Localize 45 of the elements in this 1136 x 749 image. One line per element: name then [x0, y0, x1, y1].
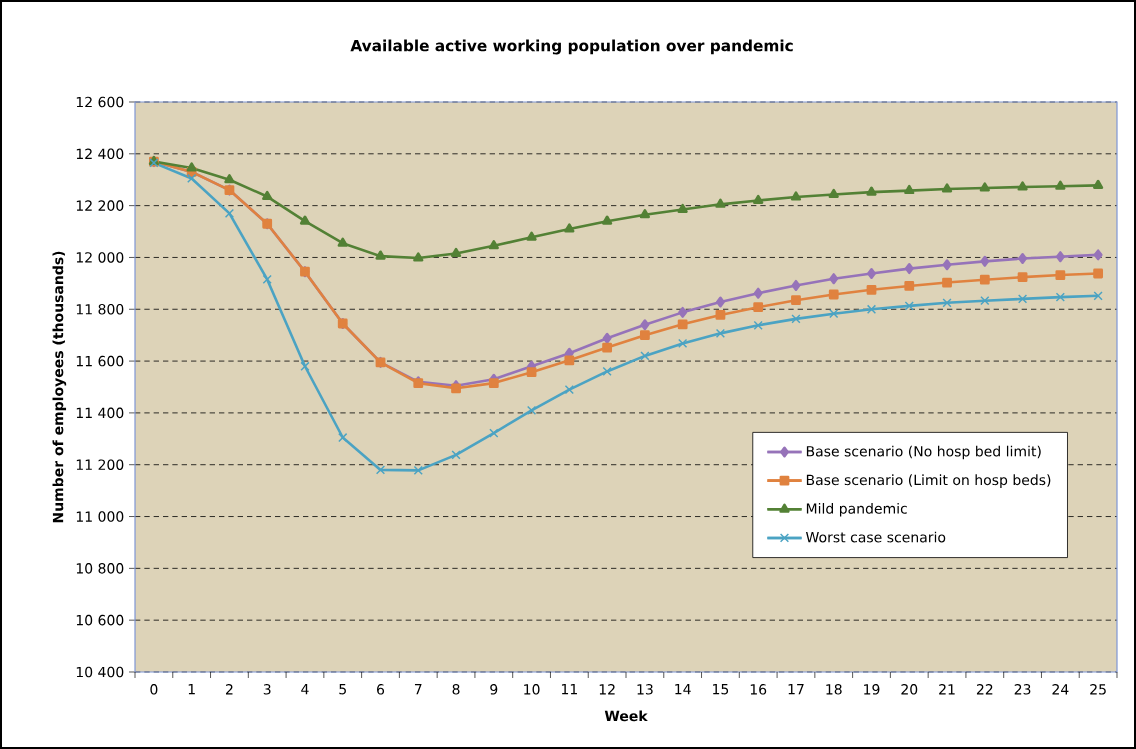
x-tick-label: 3: [263, 684, 271, 695]
x-axis-title: Week: [604, 710, 648, 722]
y-tick-label: 11 200: [76, 459, 124, 470]
y-tick-label: 11 000: [76, 511, 124, 522]
x-tick-label: 7: [414, 684, 422, 695]
chart-title: Available active working population over pandemic: [350, 39, 793, 55]
x-tick-label: 22: [976, 684, 993, 695]
x-tick-label: 0: [150, 684, 158, 695]
x-tick-label: 16: [750, 684, 767, 695]
y-tick-label: 10 400: [76, 666, 124, 678]
legend-label: Worst case scenario: [805, 531, 946, 543]
x-tick-label: 23: [1014, 684, 1031, 695]
y-tick-label: 10 800: [76, 563, 124, 574]
x-tick-label: 8: [452, 684, 460, 695]
x-tick-label: 20: [901, 684, 918, 695]
y-tick-label: 11 400: [76, 407, 124, 419]
y-tick-label: 11 600: [76, 355, 124, 367]
x-tick-label: 25: [1090, 684, 1106, 695]
x-tick-label: 4: [301, 684, 309, 695]
y-tick-label: 12 400: [76, 148, 124, 160]
x-tick-label: 13: [637, 684, 653, 695]
x-tick-label: 11: [561, 684, 577, 695]
x-tick-label: 21: [939, 684, 955, 695]
x-tick-label: 6: [377, 684, 385, 695]
x-tick-label: 15: [713, 684, 729, 695]
legend-label: Base scenario (Limit on hosp beds): [806, 474, 1051, 488]
x-tick-label: 24: [1052, 684, 1069, 695]
x-tick-label: 12: [599, 684, 615, 695]
x-tick-label: 19: [864, 684, 880, 695]
x-tick-label: 14: [675, 684, 691, 695]
x-tick-label: 1: [188, 684, 195, 695]
x-tick-label: 17: [788, 684, 804, 695]
x-tick-label: 2: [226, 684, 233, 695]
y-tick-label: 12 000: [76, 252, 124, 263]
x-tick-label: 9: [490, 684, 498, 695]
x-tick-label: 5: [339, 684, 346, 695]
x-tick-label: 18: [826, 684, 842, 695]
y-axis-title: Number of employees (thousands): [52, 251, 67, 523]
legend-label: Base scenario (No hosp bed limit): [806, 445, 1041, 460]
y-tick-label: 11 800: [76, 303, 124, 315]
y-tick-label: 10 600: [76, 614, 124, 626]
y-tick-label: 12 200: [76, 200, 124, 211]
x-tick-label: 10: [524, 684, 540, 695]
legend-label: Mild pandemic: [806, 503, 907, 517]
y-tick-label: 12 600: [76, 96, 124, 108]
